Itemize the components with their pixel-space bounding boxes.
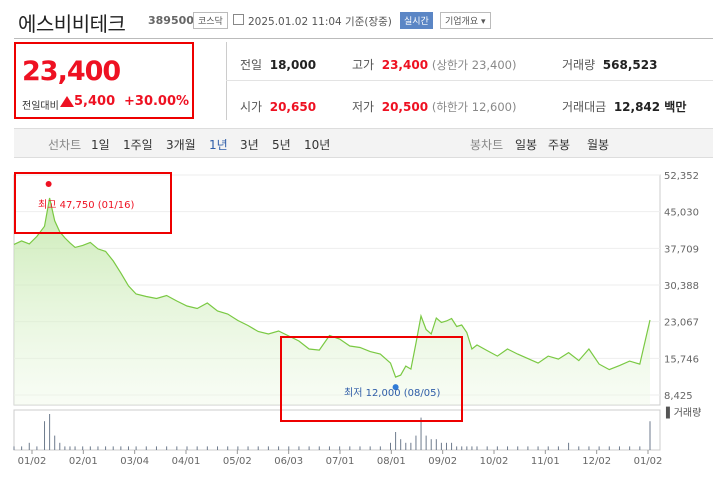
- prev-close-label: 전일: [240, 58, 263, 72]
- x-tick-label: 03/04: [120, 456, 149, 467]
- prev-close-value: 18,000: [269, 58, 317, 72]
- x-tick-label: 10/02: [480, 456, 509, 467]
- y-tick-label: 8,425: [664, 391, 693, 402]
- x-tick-label: 11/01: [531, 456, 560, 467]
- x-tick-label: 01/02: [634, 456, 663, 467]
- tab-1w[interactable]: 1주일: [123, 138, 153, 152]
- x-tick-label: 02/01: [69, 456, 98, 467]
- up-arrow-icon: [60, 96, 74, 107]
- company-info-label: 기업개요: [445, 17, 479, 27]
- line-chart-label: 선차트: [48, 138, 82, 152]
- company-info-dropdown[interactable]: 기업개요 ▾: [440, 12, 491, 29]
- high-marker: [45, 181, 52, 188]
- x-tick-label: 12/02: [582, 456, 611, 467]
- y-tick-label: 15,746: [664, 354, 699, 365]
- stat-volume: 거래량 568,523: [562, 56, 657, 73]
- chevron-down-icon: ▾: [481, 17, 486, 27]
- candle-chart-label: 봉차트: [470, 138, 504, 152]
- x-tick-label: 01/02: [18, 456, 47, 467]
- calendar-icon: [233, 14, 244, 25]
- upper-limit: (상한가 23,400): [431, 58, 517, 72]
- header-divider: [14, 38, 713, 39]
- high-value: 23,400: [381, 58, 429, 72]
- x-tick-label: 04/01: [172, 456, 201, 467]
- price-box: 23,400 전일대비 5,400 +30.00%: [14, 42, 194, 119]
- tab-weekly[interactable]: 주봉: [548, 138, 571, 152]
- high-label: 고가: [352, 58, 375, 72]
- open-label: 시가: [240, 100, 263, 114]
- volume-value: 568,523: [602, 58, 658, 72]
- stats-row-divider: [226, 80, 713, 81]
- market-badge: 코스닥: [193, 12, 228, 29]
- stat-low: 저가 20,500 (하한가 12,600): [352, 98, 516, 115]
- x-tick-label: 05/02: [223, 456, 252, 467]
- low-label: 저가: [352, 100, 375, 114]
- amount-value: 12,842 백만: [613, 100, 687, 114]
- volume-legend: ▌거래량: [665, 406, 701, 419]
- tab-3y[interactable]: 3년: [240, 138, 259, 152]
- high-highlight-box: [14, 172, 172, 234]
- low-value: 20,500: [381, 100, 429, 114]
- lower-limit: (하한가 12,600): [431, 100, 517, 114]
- tab-10y[interactable]: 10년: [304, 138, 331, 152]
- change-label: 전일대비: [22, 101, 59, 112]
- stat-prev-close: 전일 18,000: [240, 56, 316, 73]
- realtime-button[interactable]: 실시간: [400, 12, 433, 29]
- low-marker: [392, 384, 399, 391]
- timestamp: 2025.01.02 11:04 기준(장중): [248, 16, 392, 28]
- change-percent: +30.00%: [124, 94, 190, 109]
- x-tick-label: 06/03: [274, 456, 303, 467]
- volume-area: [13, 409, 661, 451]
- chart-tabs: 선차트 1일 1주일 3개월 1년 3년 5년 10년 봉차트 일봉 주봉 월봉: [14, 128, 713, 158]
- high-annotation: 최고 47,750 (01/16): [38, 200, 135, 211]
- y-tick-label: 23,067: [664, 318, 699, 329]
- y-tick-label: 30,388: [664, 281, 699, 292]
- change-value: 5,400: [74, 94, 116, 109]
- stock-header: 에스비비테크 389500 코스닥 2025.01.02 11:04 기준(장중…: [0, 0, 715, 36]
- x-tick-label: 07/01: [326, 456, 355, 467]
- x-tick-label: 09/02: [428, 456, 457, 467]
- price-chart-svg: 52,352 45,030 37,709 30,388 23,067 15,746 8,42…: [13, 171, 701, 467]
- low-annotation: 최저 12,000 (08/05): [344, 388, 441, 399]
- y-tick-label: 45,030: [664, 208, 699, 219]
- stats-divider: [226, 42, 227, 120]
- price-chart: 52,352 45,030 37,709 30,388 23,067 15,746 8,42…: [0, 160, 715, 487]
- volume-label: 거래량: [562, 58, 596, 72]
- y-tick-label: 37,709: [664, 244, 699, 255]
- tab-3m[interactable]: 3개월: [166, 138, 196, 152]
- stat-amount: 거래대금 12,842 백만: [562, 98, 686, 115]
- stock-code: 389500: [148, 14, 194, 27]
- stat-high: 고가 23,400 (상한가 23,400): [352, 56, 516, 73]
- x-tick-label: 08/01: [377, 456, 406, 467]
- price-line: [13, 197, 651, 378]
- open-value: 20,650: [269, 100, 317, 114]
- tab-1d[interactable]: 1일: [91, 138, 110, 152]
- tab-monthly[interactable]: 월봉: [587, 138, 610, 152]
- low-highlight-box: [280, 336, 463, 422]
- amount-label: 거래대금: [562, 100, 607, 114]
- current-price: 23,400: [22, 56, 121, 87]
- y-tick-label: 52,352: [664, 171, 699, 182]
- tab-5y[interactable]: 5년: [272, 138, 291, 152]
- stat-open: 시가 20,650: [240, 98, 316, 115]
- stock-name: 에스비비테크: [18, 12, 126, 36]
- tab-1y[interactable]: 1년: [209, 138, 228, 152]
- tab-daily[interactable]: 일봉: [515, 138, 538, 152]
